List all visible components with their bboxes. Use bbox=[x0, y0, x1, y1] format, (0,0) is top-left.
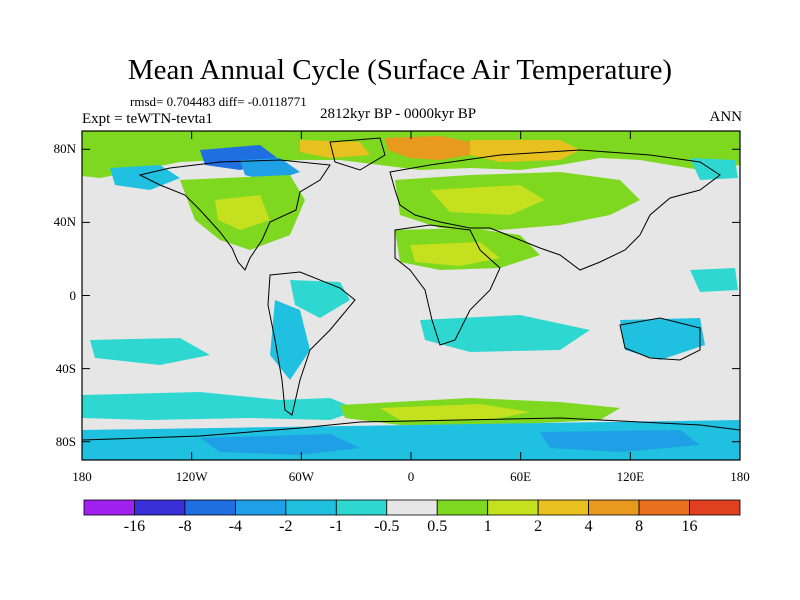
colorbar-swatch bbox=[588, 499, 640, 516]
lat-label: 0 bbox=[69, 287, 77, 303]
coastline-australia bbox=[619, 317, 701, 361]
anomaly-region bbox=[200, 434, 360, 455]
colorbar-label: -4 bbox=[228, 518, 243, 535]
colorbar-swatch bbox=[436, 499, 489, 516]
colorbar-label: 4 bbox=[584, 518, 593, 535]
lon-label: 120E bbox=[616, 469, 645, 484]
anomaly-region bbox=[82, 392, 360, 420]
period-label: 2812kyr BP - 0000kyr BP bbox=[320, 106, 477, 122]
colorbar-swatch bbox=[638, 499, 690, 516]
colorbar-label: 0.5 bbox=[427, 518, 448, 535]
colorbar-label: 2 bbox=[534, 518, 543, 535]
lon-label: 0 bbox=[407, 469, 415, 484]
anomaly-region bbox=[620, 318, 705, 360]
colorbar-label: -2 bbox=[279, 518, 293, 535]
colorbar-swatch bbox=[487, 499, 539, 516]
coastline-africa bbox=[394, 224, 501, 346]
anomaly-region bbox=[470, 140, 580, 162]
colorbar-swatch bbox=[386, 499, 438, 516]
colorbar-swatch bbox=[184, 499, 236, 516]
colorbar bbox=[83, 499, 741, 516]
experiment-label: Expt = teWTN-tevta1 bbox=[82, 111, 213, 127]
lat-label: 40N bbox=[53, 214, 76, 230]
colorbar-swatch bbox=[83, 499, 135, 516]
anomaly-region bbox=[90, 338, 210, 365]
anomaly-region bbox=[385, 136, 470, 160]
colorbar-swatch bbox=[537, 499, 590, 516]
season-label: ANN bbox=[709, 109, 743, 125]
anomaly-region bbox=[300, 140, 370, 158]
colorbar-swatch bbox=[134, 499, 186, 516]
coastline-north-america bbox=[138, 159, 331, 271]
anomaly-field bbox=[82, 131, 740, 460]
anomaly-region bbox=[430, 185, 545, 215]
anomaly-region bbox=[215, 195, 270, 230]
coastline-south-america bbox=[267, 271, 356, 416]
lat-label: 80S bbox=[55, 433, 76, 449]
coastlines bbox=[82, 137, 740, 441]
colorbar-swatch bbox=[234, 499, 287, 516]
lon-label: 180 bbox=[730, 469, 750, 484]
anomaly-region bbox=[540, 430, 700, 452]
anomaly-region bbox=[380, 404, 530, 420]
coastline-greenland bbox=[329, 137, 386, 171]
colorbar-label: 16 bbox=[681, 518, 698, 535]
anomaly-region bbox=[690, 268, 738, 292]
lon-label: 180 bbox=[72, 469, 92, 484]
figure-title: Mean Annual Cycle (Surface Air Temperatu… bbox=[127, 54, 673, 86]
lat-label: 40S bbox=[55, 360, 76, 376]
lon-label: 60E bbox=[510, 469, 532, 484]
colorbar-label: 1 bbox=[483, 518, 492, 535]
lat-label: 80N bbox=[53, 141, 76, 157]
colorbar-label: -8 bbox=[178, 518, 192, 535]
lon-label: 60W bbox=[288, 469, 314, 484]
anomaly-region bbox=[270, 300, 310, 380]
colorbar-label: -1 bbox=[329, 518, 343, 535]
lon-label: 120W bbox=[175, 469, 208, 484]
colorbar-label: -0.5 bbox=[374, 518, 400, 535]
coastline-antarctica bbox=[82, 417, 740, 441]
colorbar-label: -16 bbox=[123, 518, 146, 535]
axis-ticks bbox=[81, 131, 741, 460]
colorbar-swatch bbox=[689, 499, 741, 516]
stats-text: rmsd= 0.704483 diff= -0.0118771 bbox=[130, 94, 307, 109]
coastline-eurasia bbox=[389, 149, 721, 271]
anomaly-region bbox=[290, 280, 350, 318]
anomaly-region bbox=[410, 242, 500, 266]
colorbar-swatch bbox=[335, 499, 388, 516]
colorbar-swatch bbox=[285, 499, 337, 516]
colorbar-label: 8 bbox=[635, 518, 644, 535]
